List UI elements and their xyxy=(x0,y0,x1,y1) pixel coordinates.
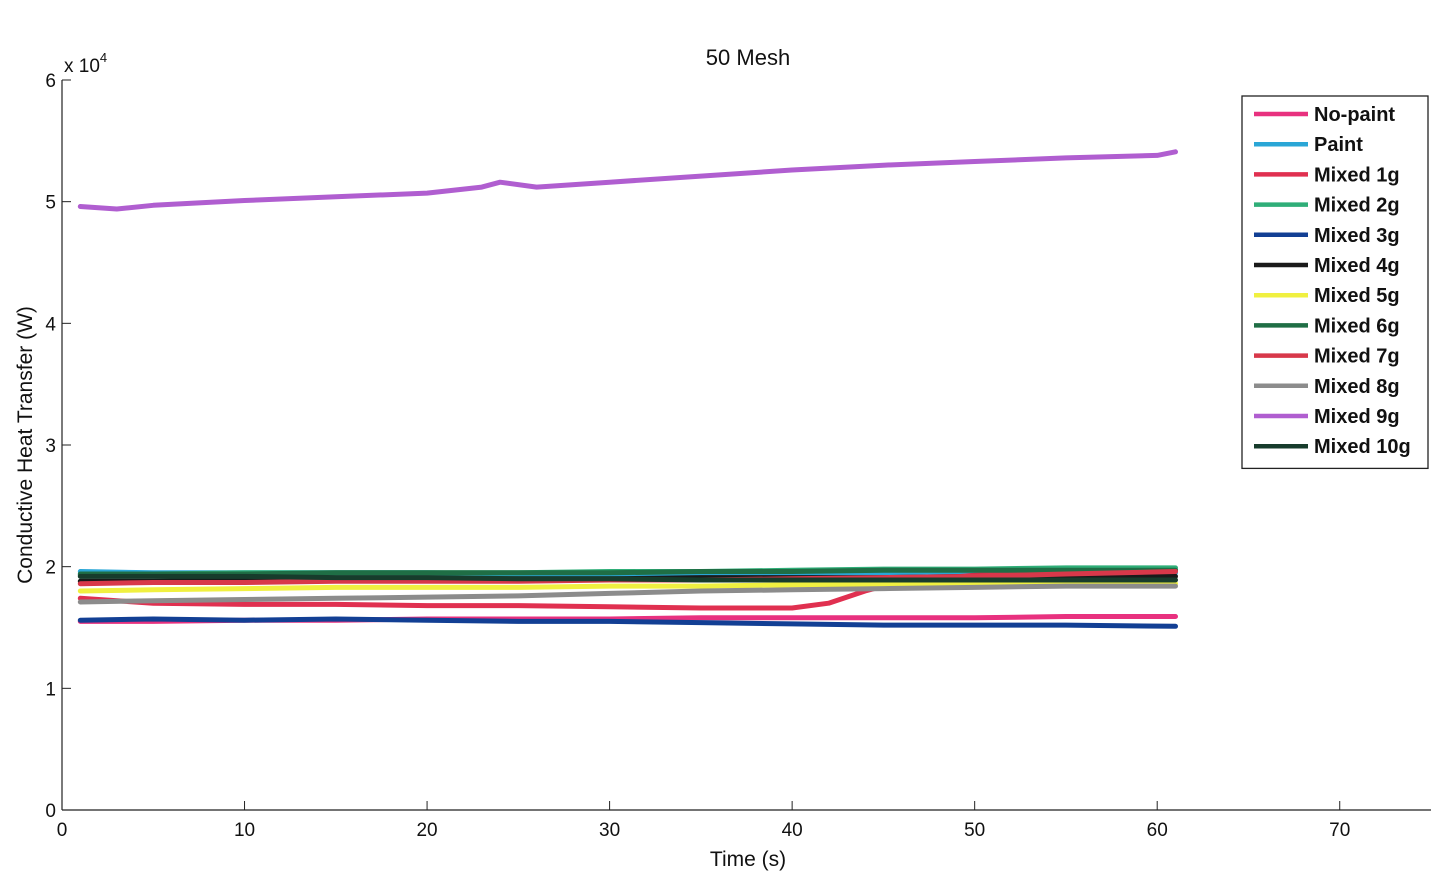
series-line-mixed-3g xyxy=(77,616,1178,629)
x-axis-label: Time (s) xyxy=(710,848,786,871)
legend-label-mixed-8g: Mixed 8g xyxy=(1314,376,1400,398)
legend-label-no-paint: No-paint xyxy=(1314,104,1395,126)
x-tick-label: 70 xyxy=(1329,820,1350,841)
x-tick-label: 50 xyxy=(964,820,985,841)
y-tick-label: 6 xyxy=(45,71,56,92)
series-line-mixed-8g xyxy=(77,583,1178,605)
axes-layer: 0 10 20 30 40 50 60 70 0 1 2 3 4 5 6 xyxy=(45,71,1431,841)
y-tick-label: 2 xyxy=(45,558,56,579)
series-line-mixed-10g xyxy=(77,573,1178,583)
legend-label-mixed-1g: Mixed 1g xyxy=(1314,164,1400,186)
y-axis-multiplier-exponent: 4 xyxy=(100,50,107,65)
y-tick-label: 5 xyxy=(45,193,56,214)
legend-box xyxy=(1241,95,1429,470)
y-tick-label: 1 xyxy=(45,679,56,700)
y-axis-label: Conductive Heat Transfer (W) xyxy=(14,306,37,584)
x-tick-label: 30 xyxy=(599,820,620,841)
series-layer xyxy=(77,149,1178,629)
legend-label-mixed-2g: Mixed 2g xyxy=(1314,195,1400,217)
legend: No-paint Paint Mixed 1g Mixed 2g Mixed 3g Mix… xyxy=(1241,95,1429,470)
y-tick-label: 0 xyxy=(45,801,56,822)
x-tick-label: 60 xyxy=(1147,820,1168,841)
legend-label-mixed-6g: Mixed 6g xyxy=(1314,315,1400,337)
legend-label-mixed-10g: Mixed 10g xyxy=(1314,436,1411,458)
legend-label-paint: Paint xyxy=(1314,134,1363,156)
x-tick-label: 40 xyxy=(782,820,803,841)
x-tick-label: 0 xyxy=(57,820,68,841)
legend-label-mixed-4g: Mixed 4g xyxy=(1314,255,1400,277)
y-axis-multiplier: x 104 xyxy=(64,50,107,77)
legend-label-mixed-7g: Mixed 7g xyxy=(1314,346,1400,368)
x-tick-label: 20 xyxy=(416,820,437,841)
y-tick-label: 4 xyxy=(45,314,56,335)
series-line-mixed-9g xyxy=(77,149,1178,212)
legend-label-mixed-9g: Mixed 9g xyxy=(1314,406,1400,428)
x-tick-label: 10 xyxy=(234,820,255,841)
chart-title: 50 Mesh xyxy=(706,45,790,70)
y-axis-multiplier-base: x 10 xyxy=(64,56,100,77)
y-tick-label: 3 xyxy=(45,436,56,457)
legend-label-mixed-3g: Mixed 3g xyxy=(1314,225,1400,247)
legend-label-mixed-5g: Mixed 5g xyxy=(1314,285,1400,307)
